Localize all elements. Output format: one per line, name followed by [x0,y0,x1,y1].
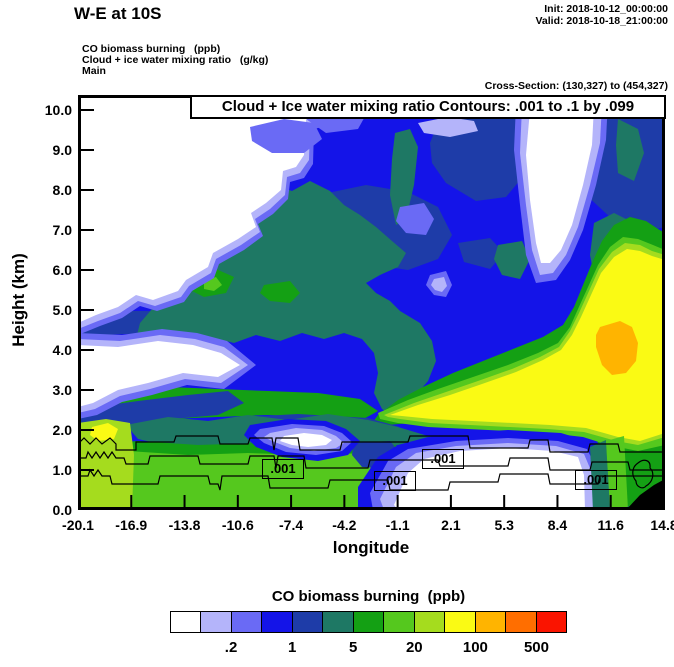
colorbar-cell [292,612,324,632]
page-title: W-E at 10S [74,4,162,23]
cloud-contour-lines [78,435,665,491]
contour-value-label: .001 [262,459,304,479]
x-tick-label: 2.1 [441,517,461,533]
colorbar-tick-label: 1 [287,639,297,656]
colorbar-cell [323,612,354,632]
colorbar-tick-label: 100 [462,639,488,656]
x-tick-label: 11.6 [597,517,624,533]
contour-value-label: .001 [374,471,416,491]
x-tick-label: -13.8 [168,517,201,533]
colorbar-cell [353,612,385,632]
contour-value-label: .001 [575,470,617,490]
x-tick-label: -20.1 [62,517,94,533]
init-timestamp: Init: 2018-10-12_00:00:00 [544,3,668,15]
layer-line-contour: Cloud + ice water mixing ratio (g/kg) [82,54,269,66]
y-tick-label: 1.0 [52,462,72,478]
colorbar-cell [536,612,567,632]
x-tick-label: -10.6 [221,517,254,533]
x-tick-label: 8.4 [547,517,568,533]
contour-value-label: .001 [422,449,464,469]
colorbar-tick-label: 20 [405,639,423,656]
fill-regions [78,95,665,510]
y-tick-label: 4.0 [52,342,72,358]
cross-section-label: Cross-Section: (130,327) to (454,327) [484,80,668,92]
x-axis-title: longitude [332,538,410,557]
colorbar-cell [201,612,232,632]
colorbar-cell [231,612,263,632]
x-tick-label: 14.8 [650,517,674,533]
y-tick-label: 7.0 [52,222,72,238]
y-tick-label: 0.0 [52,502,72,518]
y-tick-label: 10.0 [44,102,72,118]
colorbar-tick-label: 5 [349,639,358,656]
colorbar-cell [384,612,415,632]
x-tick-label: -7.4 [279,517,304,533]
colorbar-cell [475,612,507,632]
y-tick-label: 2.0 [52,422,72,438]
colorbar-cell [445,612,476,632]
colorbar-cell [262,612,293,632]
x-tick-label: -4.2 [332,517,357,533]
x-tick-label: -1.1 [385,517,410,533]
colorbar-cell [414,612,446,632]
orange-co-maximum [596,321,638,375]
colorbar-cell [171,612,202,632]
x-tick-label: 5.3 [494,517,514,533]
colorbar-tick-label: .2 [224,639,238,656]
layer-line-shaded: CO biomass burning (ppb) [82,43,221,55]
x-tick-label: -16.9 [115,517,148,533]
y-tick-label: 6.0 [52,262,72,278]
axis-ticks [80,109,612,508]
colorbar-title: CO biomass burning (ppb) [271,588,466,605]
y-tick-label: 3.0 [52,382,72,398]
colorbar [170,611,567,633]
y-tick-label: 8.0 [52,182,72,198]
y-tick-label: 5.0 [52,302,72,318]
contour-plot-canvas [78,95,665,510]
colorbar-tick-label: 500 [523,639,549,656]
y-tick-label: 9.0 [52,142,72,158]
terrain-wedge [626,479,665,510]
colorbar-cell [506,612,537,632]
valid-timestamp: Valid: 2018-10-18_21:00:00 [535,15,668,27]
contour-info-box: Cloud + Ice water mixing ratio Contours:… [190,95,666,119]
layer-line-main: Main [82,65,106,77]
